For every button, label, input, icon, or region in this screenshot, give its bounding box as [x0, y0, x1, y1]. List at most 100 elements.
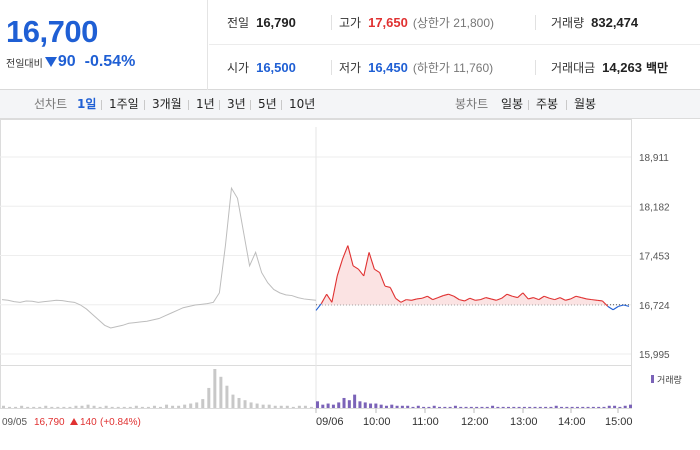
period-tab-3m[interactable]: 3개월	[152, 97, 182, 111]
stats-grid: 전일 16,790 고가 17,650 (상한가 21,800) 거래량 832…	[209, 0, 700, 90]
divider	[281, 100, 282, 110]
previous-day-date: 09/05	[2, 417, 27, 428]
period-tab-3y[interactable]: 3년	[227, 97, 246, 111]
today-series-segment	[363, 252, 370, 277]
volume-legend-label: 거래량	[657, 374, 682, 386]
volume-bar-prev	[213, 369, 217, 408]
today-series-segment	[384, 285, 391, 288]
volume-bar-prev	[261, 404, 265, 408]
volume-bar-today	[501, 406, 505, 408]
volume-bar-today	[358, 401, 362, 408]
today-series-segment	[358, 268, 365, 277]
volume-bar-prev	[255, 403, 259, 408]
stat-unit: 백만	[645, 61, 669, 75]
divider	[219, 100, 220, 110]
volume-bar-prev	[26, 406, 30, 408]
volume-bar-today	[581, 406, 585, 408]
volume-bar-today	[469, 406, 473, 408]
candle-tab-monthly[interactable]: 월봉	[574, 97, 597, 111]
volume-bar-prev	[20, 405, 24, 408]
today-series-segment	[453, 295, 460, 301]
period-tab-10y[interactable]: 10년	[289, 97, 316, 111]
volume-bar-prev	[273, 405, 277, 408]
chart-svg: 18,911 18,182 17,453 16,724 15,995 거래량 09/06 10…	[0, 119, 682, 428]
volume-bar-today	[591, 406, 595, 408]
period-tab-1y[interactable]: 1년	[196, 97, 215, 111]
candle-tab-weekly[interactable]: 주봉	[536, 97, 559, 111]
volume-bar-today	[347, 400, 351, 408]
today-series-segment	[315, 303, 322, 311]
volume-bar-prev	[183, 404, 187, 408]
volume-bar-today	[512, 406, 516, 408]
period-tab-1d[interactable]: 1일	[77, 97, 97, 111]
change-value: 90	[57, 53, 76, 70]
today-series-segment	[395, 297, 402, 303]
volume-bar-today	[544, 406, 548, 408]
volume-bar-prev	[225, 385, 229, 408]
today-series-segment	[522, 292, 529, 300]
stat-label: 전일	[227, 16, 250, 30]
stat-volume: 거래량 832,474	[551, 0, 638, 45]
today-series-segment	[406, 299, 412, 301]
volume-bar-prev	[68, 406, 72, 408]
volume-bar-today	[570, 406, 574, 408]
stat-open: 시가 16,500	[227, 45, 296, 90]
volume-bar-today	[406, 405, 410, 408]
today-series-segment	[480, 297, 486, 301]
volume-bar-today	[384, 405, 388, 408]
volume-bar-prev	[2, 405, 5, 408]
volume-bar-today	[618, 406, 622, 408]
stat-value: 17,650	[368, 15, 408, 30]
volume-bar-today	[390, 404, 394, 408]
today-series-segment	[368, 252, 375, 270]
x-tick-label: 09/06	[316, 416, 344, 428]
today-series-segment	[554, 297, 561, 301]
y-tick-label: 17,453	[639, 252, 670, 263]
volume-bar-prev	[74, 405, 78, 408]
period-tab-1w[interactable]: 1주일	[109, 97, 139, 111]
volume-legend-swatch	[651, 375, 654, 383]
volume-bar-today	[475, 406, 479, 408]
volume-bar-today	[438, 406, 442, 408]
volume-bar-prev	[291, 406, 295, 408]
volume-bar-today	[491, 405, 495, 408]
today-series-segment	[469, 297, 476, 301]
candle-tab-daily[interactable]: 일봉	[501, 97, 524, 111]
today-series-segment	[320, 293, 328, 304]
today-series-segment	[543, 295, 550, 299]
volume-bar-prev	[134, 405, 138, 408]
volume-bar-today	[607, 405, 611, 408]
intraday-chart[interactable]: 18,911 18,182 17,453 16,724 15,995 거래량 09/06 10…	[0, 119, 700, 450]
today-series-segment	[432, 297, 439, 301]
change-row: 전일대비 90 -0.54%	[6, 53, 135, 71]
divider	[101, 100, 102, 110]
volume-bar-prev	[116, 406, 120, 408]
volume-bar-prev	[80, 405, 84, 408]
today-series-segment	[618, 304, 624, 307]
today-series-segment	[379, 272, 386, 287]
candle-chart-label: 봉차트	[455, 97, 489, 111]
stat-value: 16,790	[256, 15, 296, 30]
change-percent: -0.54%	[84, 53, 136, 70]
volume-bar-prev	[219, 376, 223, 408]
volume-bar-today	[459, 406, 463, 408]
today-series-segment	[331, 275, 338, 303]
today-series-segment	[570, 295, 577, 300]
volume-bar-today	[623, 405, 627, 408]
current-price-box: 16,700 전일대비 90 -0.54%	[0, 0, 208, 90]
period-tab-5y[interactable]: 5년	[258, 97, 277, 111]
today-series-segment	[597, 299, 603, 302]
today-series-segment	[464, 297, 471, 302]
chart-toolbar: 선차트 1일 1주일 3개월 1년 3년 5년 10년 봉차트 일봉 주봉 월봉	[0, 90, 700, 119]
divider	[250, 100, 251, 110]
y-tick-label: 16,724	[639, 301, 670, 312]
today-series-segment	[517, 292, 524, 298]
positive-area	[316, 245, 629, 305]
volume-bar-today	[400, 405, 404, 408]
previous-day-change: 140	[80, 417, 97, 428]
stat-trade-amount: 거래대금 14,263 백만	[551, 45, 668, 90]
volume-bar-today	[480, 406, 484, 408]
today-series-segment	[538, 295, 545, 301]
change-label: 전일대비	[6, 58, 43, 70]
volume-bar-prev	[62, 406, 66, 408]
